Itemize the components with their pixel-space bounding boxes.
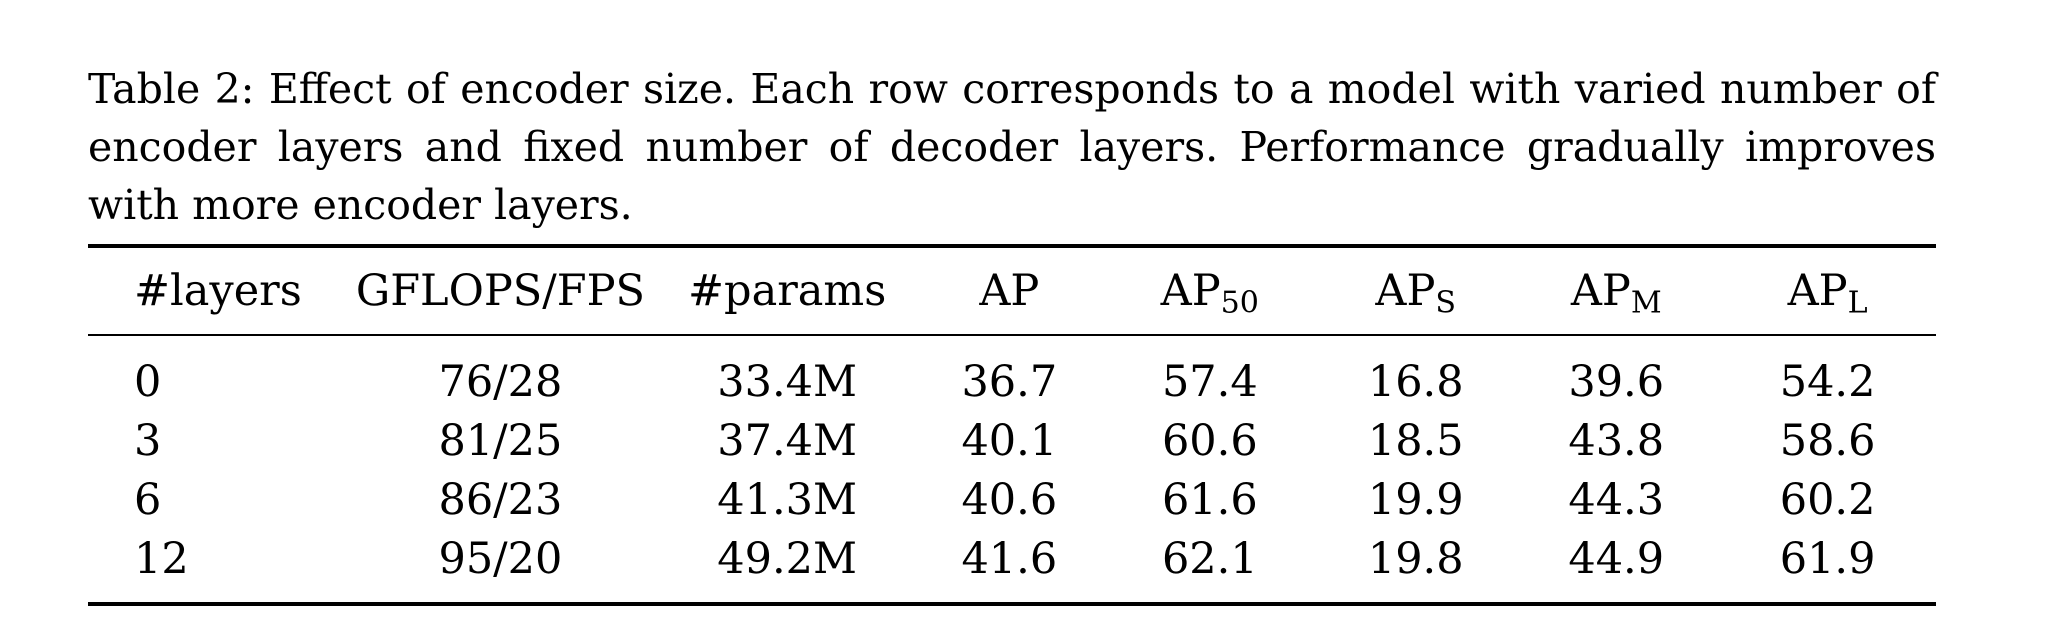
cell-layers: 3	[134, 415, 162, 466]
cell-gflops-fps: 76/28	[438, 356, 563, 407]
table-figure: Table 2: Effect of encoder size. Each ro…	[88, 60, 1936, 606]
table-row: 12 95/20 49.2M 41.6 62.1 19.8 44.9 61.9	[88, 529, 1936, 604]
cell-aps: 19.9	[1367, 474, 1464, 525]
cell-ap50: 62.1	[1161, 533, 1258, 584]
header-ap: AP	[917, 246, 1102, 336]
cell-ap50: 60.6	[1161, 415, 1258, 466]
cell-params: 41.3M	[717, 474, 858, 525]
table-caption: Table 2: Effect of encoder size. Each ro…	[88, 65, 1936, 229]
header-apm: APM	[1513, 246, 1720, 336]
cell-layers: 6	[134, 474, 162, 525]
cell-ap: 40.6	[961, 474, 1058, 525]
cell-aps: 18.5	[1367, 415, 1464, 466]
cell-apm: 39.6	[1568, 356, 1665, 407]
header-params: #params	[657, 246, 918, 336]
cell-gflops-fps: 86/23	[438, 474, 563, 525]
cell-apl: 61.9	[1779, 533, 1876, 584]
header-gflops-fps: GFLOPS/FPS	[343, 246, 658, 336]
cell-apl: 60.2	[1779, 474, 1876, 525]
cell-gflops-fps: 95/20	[438, 533, 563, 584]
cell-ap50: 57.4	[1161, 356, 1258, 407]
cell-params: 37.4M	[717, 415, 858, 466]
cell-gflops-fps: 81/25	[438, 415, 563, 466]
header-ap50: AP50	[1101, 246, 1319, 336]
header-apl: APL	[1719, 246, 1936, 336]
table-row: 0 76/28 33.4M 36.7 57.4 16.8 39.6 54.2	[88, 335, 1936, 411]
cell-apm: 44.9	[1568, 533, 1665, 584]
cell-ap: 40.1	[961, 415, 1058, 466]
table-row: 3 81/25 37.4M 40.1 60.6 18.5 43.8 58.6	[88, 411, 1936, 470]
cell-apl: 54.2	[1779, 356, 1876, 407]
header-aps: APS	[1318, 246, 1514, 336]
table-header-row: #layers GFLOPS/FPS #params AP AP50 APS A…	[88, 246, 1936, 336]
cell-ap50: 61.6	[1161, 474, 1258, 525]
cell-apm: 43.8	[1568, 415, 1665, 466]
cell-ap: 36.7	[961, 356, 1058, 407]
header-layers: #layers	[88, 246, 344, 336]
cell-layers: 12	[134, 533, 189, 584]
results-table: #layers GFLOPS/FPS #params AP AP50 APS A…	[88, 244, 1936, 606]
cell-apm: 44.3	[1568, 474, 1665, 525]
cell-apl: 58.6	[1779, 415, 1876, 466]
cell-aps: 16.8	[1367, 356, 1464, 407]
cell-params: 33.4M	[717, 356, 858, 407]
cell-aps: 19.8	[1367, 533, 1464, 584]
cell-params: 49.2M	[717, 533, 858, 584]
table-row: 6 86/23 41.3M 40.6 61.6 19.9 44.3 60.2	[88, 470, 1936, 529]
cell-layers: 0	[134, 356, 162, 407]
cell-ap: 41.6	[961, 533, 1058, 584]
